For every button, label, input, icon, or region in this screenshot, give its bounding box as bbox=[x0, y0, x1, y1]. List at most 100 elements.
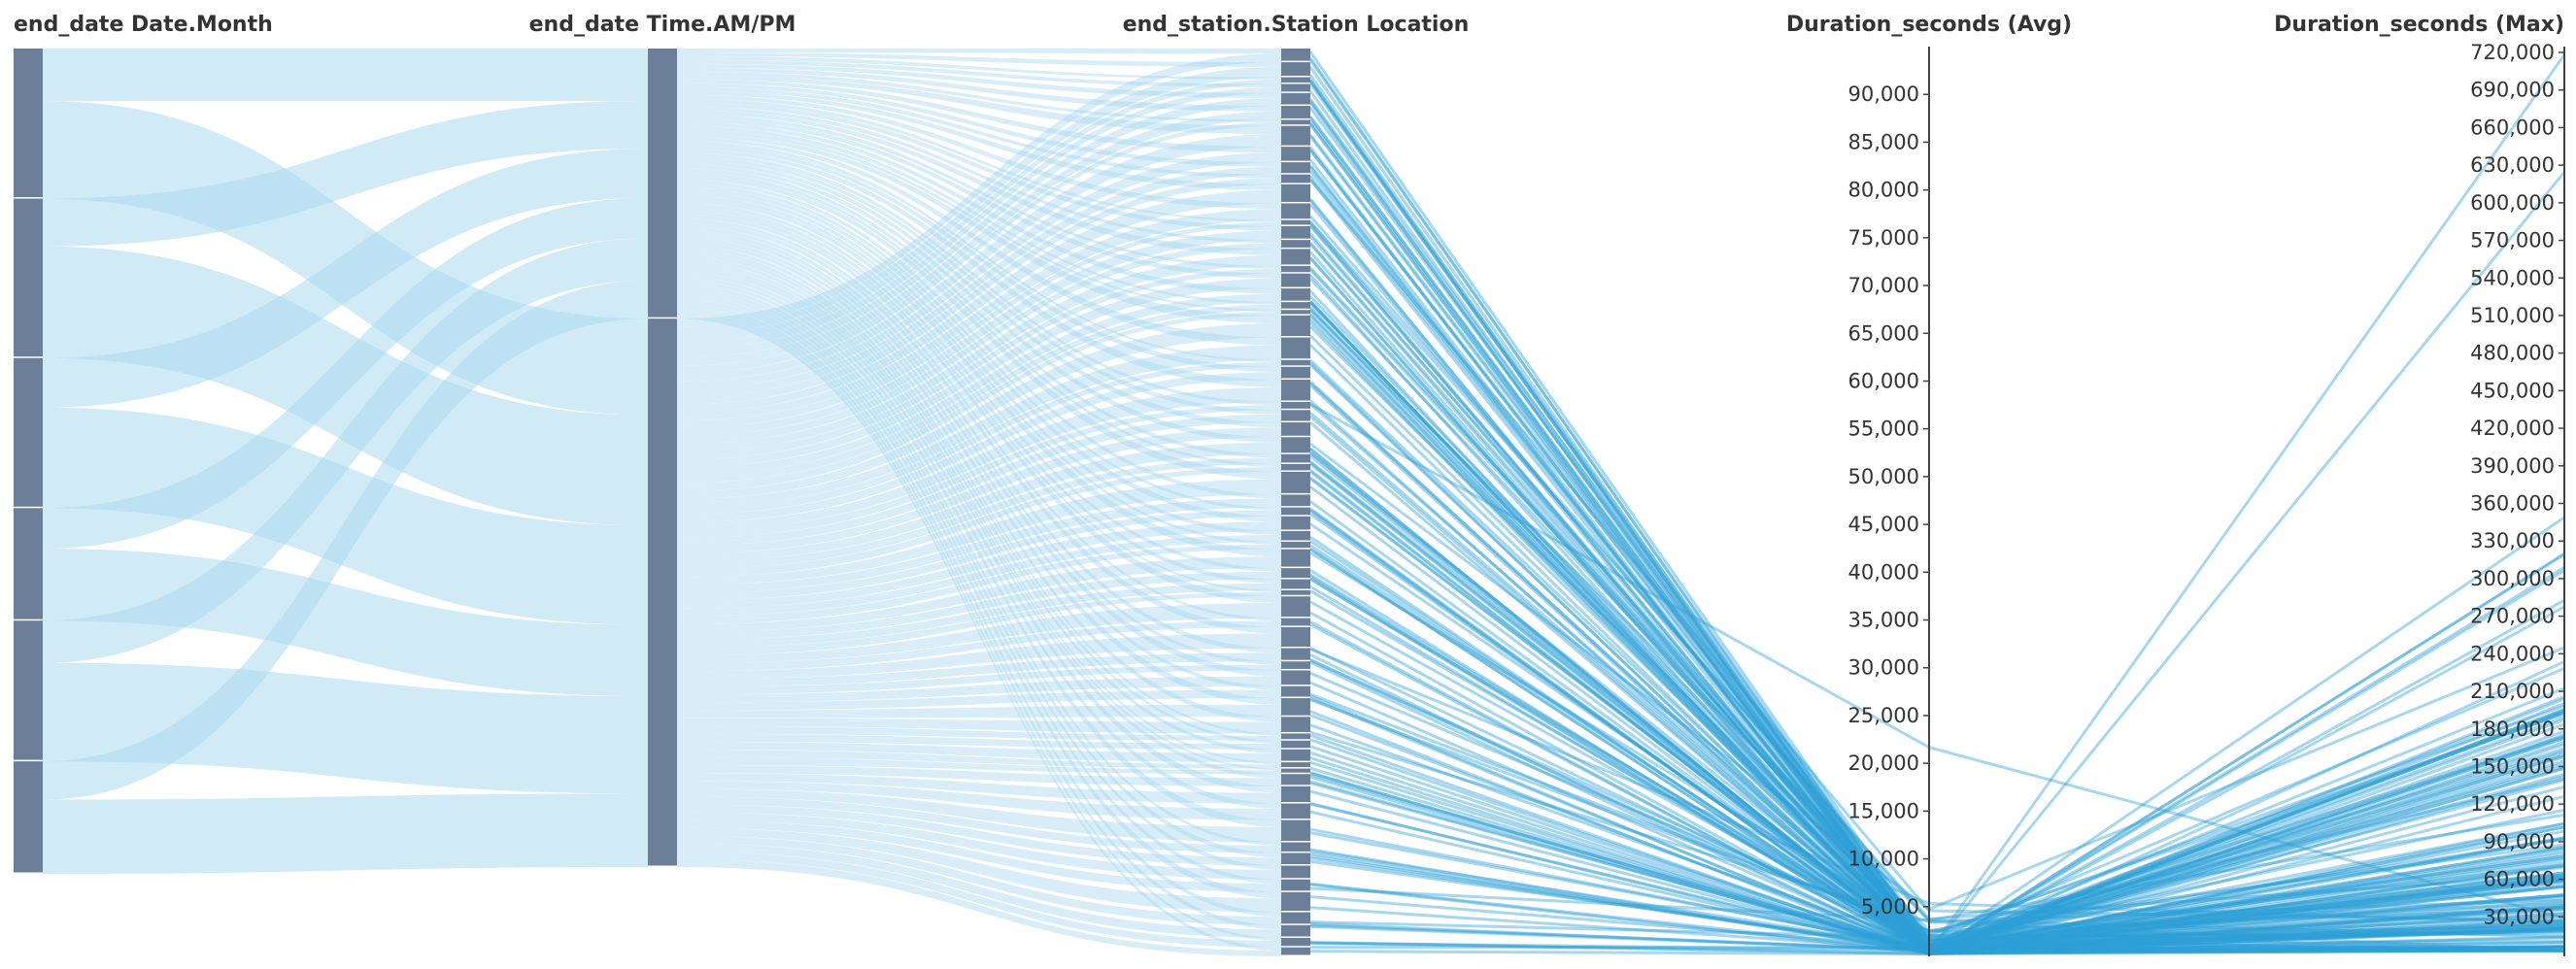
category-bar-station[interactable] bbox=[1281, 803, 1310, 819]
ribbon-pm-station bbox=[677, 427, 1281, 554]
ribbon-pm-station bbox=[677, 498, 1281, 593]
category-bar-station[interactable] bbox=[1281, 315, 1310, 337]
category-bar-station[interactable] bbox=[1281, 380, 1310, 401]
ribbon-pm-station bbox=[677, 345, 1281, 507]
category-bar-station[interactable] bbox=[1281, 265, 1310, 273]
category-bar-station[interactable] bbox=[1281, 471, 1310, 493]
category-bar-month[interactable] bbox=[14, 508, 43, 619]
category-bar-ampm[interactable] bbox=[648, 318, 677, 866]
category-bar-station[interactable] bbox=[1281, 310, 1310, 315]
category-bar-station[interactable] bbox=[1281, 568, 1310, 579]
category-bar-station[interactable] bbox=[1281, 453, 1310, 463]
category-bar-station[interactable] bbox=[1281, 147, 1310, 161]
category-bar-station[interactable] bbox=[1281, 162, 1310, 174]
category-bar-month[interactable] bbox=[14, 49, 43, 198]
ribbon-month-pm bbox=[43, 407, 648, 625]
category-bar-station[interactable] bbox=[1281, 125, 1310, 146]
category-bar-station[interactable] bbox=[1281, 579, 1310, 589]
category-bar-station[interactable] bbox=[1281, 240, 1310, 248]
category-bar-station[interactable] bbox=[1281, 366, 1310, 379]
category-bar-station[interactable] bbox=[1281, 203, 1310, 219]
category-bar-station[interactable] bbox=[1281, 77, 1310, 83]
category-bar-station[interactable] bbox=[1281, 768, 1310, 773]
category-bar-station[interactable] bbox=[1281, 337, 1310, 359]
category-bar-station[interactable] bbox=[1281, 740, 1310, 749]
category-bar-station[interactable] bbox=[1281, 463, 1310, 471]
category-bar-month[interactable] bbox=[14, 198, 43, 357]
category-bar-station[interactable] bbox=[1281, 879, 1310, 891]
category-bar-station[interactable] bbox=[1281, 937, 1310, 947]
category-bar-month[interactable] bbox=[14, 357, 43, 507]
category-bar-ampm[interactable] bbox=[648, 49, 677, 317]
category-bar-station[interactable] bbox=[1281, 494, 1310, 507]
ribbon-pm-station bbox=[677, 858, 1281, 956]
category-bar-station[interactable] bbox=[1281, 92, 1310, 105]
category-bar-station[interactable] bbox=[1281, 530, 1310, 541]
category-bar-station[interactable] bbox=[1281, 717, 1310, 732]
ribbon-pm-station bbox=[677, 788, 1281, 843]
category-bar-station[interactable] bbox=[1281, 288, 1310, 301]
category-bar-station[interactable] bbox=[1281, 549, 1310, 567]
ribbon-am-station bbox=[677, 51, 1281, 67]
category-bar-station[interactable] bbox=[1281, 852, 1310, 865]
category-bar-station[interactable] bbox=[1281, 698, 1310, 716]
category-bar-station[interactable] bbox=[1281, 84, 1310, 92]
category-bar-station[interactable] bbox=[1281, 249, 1310, 265]
ribbon-am-station bbox=[677, 156, 1281, 415]
category-bar-station[interactable] bbox=[1281, 106, 1310, 118]
ribbon-pm-station bbox=[677, 603, 1281, 664]
category-bar-station[interactable] bbox=[1281, 596, 1310, 618]
category-bar-station[interactable] bbox=[1281, 924, 1310, 937]
category-bar-station[interactable] bbox=[1281, 842, 1310, 852]
category-bar-station[interactable] bbox=[1281, 507, 1310, 516]
category-bar-station[interactable] bbox=[1281, 626, 1310, 647]
axis-duration-max-tick-label: 570,000 bbox=[2470, 229, 2555, 252]
ribbon-am-station bbox=[677, 233, 1281, 677]
category-bar-station[interactable] bbox=[1281, 219, 1310, 225]
ribbon-pm-station bbox=[677, 414, 1281, 547]
category-bar-station[interactable] bbox=[1281, 749, 1310, 761]
category-bar-station[interactable] bbox=[1281, 774, 1310, 785]
ribbon-pm-station bbox=[677, 804, 1281, 866]
category-bar-month[interactable] bbox=[14, 620, 43, 760]
ribbon-am-station bbox=[677, 264, 1281, 771]
category-bar-station[interactable] bbox=[1281, 62, 1310, 77]
category-bar-station[interactable] bbox=[1281, 661, 1310, 669]
axis-duration-avg-tick-label: 70,000 bbox=[1848, 274, 1919, 297]
category-bar-station[interactable] bbox=[1281, 541, 1310, 549]
category-bar-station[interactable] bbox=[1281, 785, 1310, 803]
category-bar-station[interactable] bbox=[1281, 401, 1310, 409]
category-bar-station[interactable] bbox=[1281, 819, 1310, 842]
category-bar-station[interactable] bbox=[1281, 184, 1310, 202]
category-bar-station[interactable] bbox=[1281, 648, 1310, 660]
category-bar-station[interactable] bbox=[1281, 174, 1310, 184]
category-bar-station[interactable] bbox=[1281, 618, 1310, 626]
category-bar-month[interactable] bbox=[14, 761, 43, 873]
ribbon-pm-station bbox=[677, 312, 1281, 491]
axis-duration-max-tick-label: 390,000 bbox=[2470, 454, 2555, 478]
category-bar-station[interactable] bbox=[1281, 670, 1310, 685]
category-bar-station[interactable] bbox=[1281, 891, 1310, 912]
category-bar-station[interactable] bbox=[1281, 273, 1310, 287]
category-bar-station[interactable] bbox=[1281, 422, 1310, 436]
category-bar-station[interactable] bbox=[1281, 762, 1310, 768]
category-bar-station[interactable] bbox=[1281, 225, 1310, 239]
ribbon-pm-station bbox=[677, 254, 1281, 452]
ribbon-am-station bbox=[677, 280, 1281, 827]
category-bar-station[interactable] bbox=[1281, 685, 1310, 697]
category-bar-station[interactable] bbox=[1281, 302, 1310, 309]
category-bar-station[interactable] bbox=[1281, 49, 1310, 61]
category-bar-station[interactable] bbox=[1281, 912, 1310, 924]
axis-duration-max-tick-label: 690,000 bbox=[2470, 79, 2555, 102]
category-bar-station[interactable] bbox=[1281, 865, 1310, 879]
category-bar-station[interactable] bbox=[1281, 733, 1310, 740]
category-bar-station[interactable] bbox=[1281, 437, 1310, 453]
category-bar-station[interactable] bbox=[1281, 947, 1310, 955]
category-bar-station[interactable] bbox=[1281, 516, 1310, 530]
ribbon-pm-station bbox=[677, 405, 1281, 539]
category-bar-station[interactable] bbox=[1281, 410, 1310, 421]
dimension-title-station: end_station.Station Location bbox=[1123, 13, 1470, 37]
category-bar-station[interactable] bbox=[1281, 119, 1310, 125]
category-bar-station[interactable] bbox=[1281, 589, 1310, 595]
category-bar-station[interactable] bbox=[1281, 359, 1310, 366]
